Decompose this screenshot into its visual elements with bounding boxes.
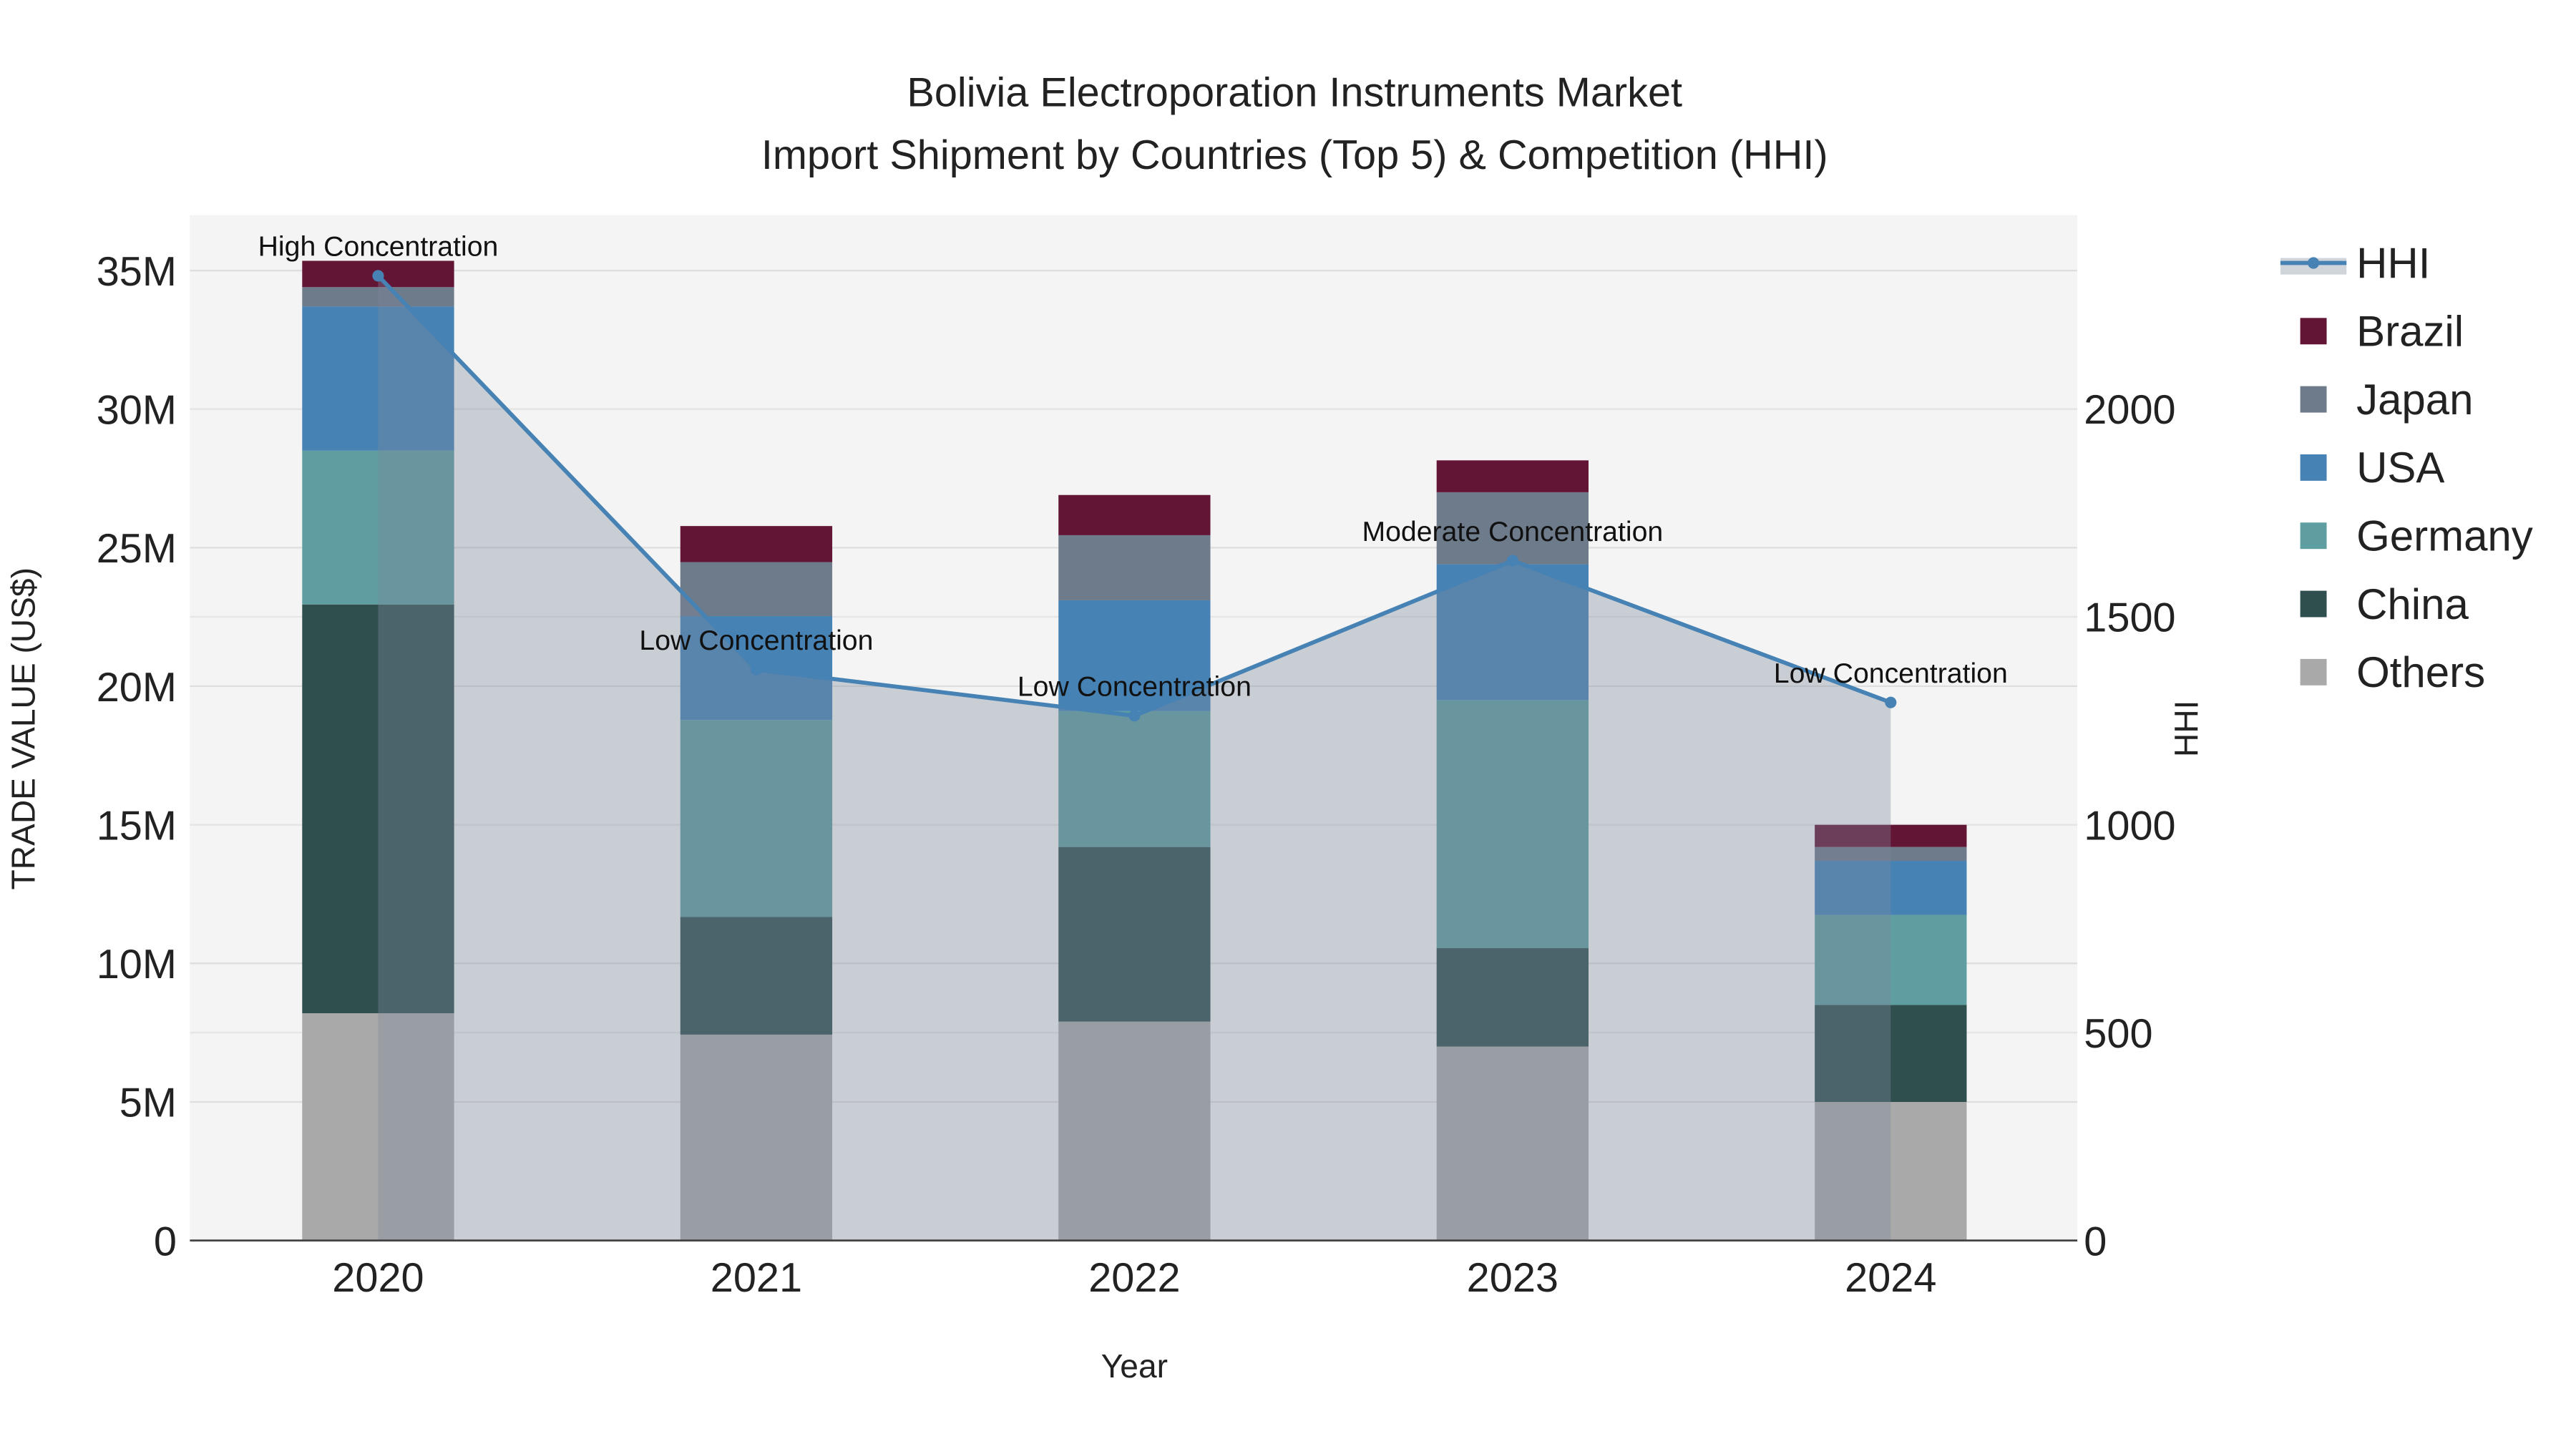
bar-china-2024 [1815,1005,1967,1102]
y2-tick-label: 2000 [2084,387,2175,433]
hhi-area [378,275,1891,1241]
bar-germany-2021 [680,720,833,917]
bar-usa-2022 [1058,600,1211,711]
x-tick-label: 2022 [1088,1255,1180,1301]
bar-china-2021 [680,917,833,1035]
bar-germany-2022 [1058,711,1211,847]
hhi-annotation: Moderate Concentration [1362,516,1663,547]
bar-usa-2024 [1815,861,1967,915]
legend-label-brazil: Brazil [2356,308,2464,356]
hhi-point-2024 [1885,696,1897,708]
bar-others-2024 [1815,1101,1967,1241]
legend: HHI Brazil Japan USA Germany China Others [2280,239,2533,696]
bar-brazil-2024 [1815,824,1967,847]
x-tick-label: 2020 [332,1255,424,1301]
x-tick-label: 2024 [1845,1255,1936,1301]
y-tick-label: 0 [154,1219,177,1264]
y2-tick-label: 1500 [2084,595,2175,641]
legend-swatch-usa [2300,454,2327,481]
bar-japan-2022 [1058,535,1211,600]
legend-label-japan: Japan [2356,376,2473,424]
y2-axis-title: HHI [2168,701,2205,757]
legend-swatch-china [2300,590,2327,618]
y2-tick-label: 1000 [2084,803,2175,849]
y-tick-label: 35M [97,249,177,295]
bar-brazil-2022 [1058,494,1211,535]
chart-subtitle: Import Shipment by Countries (Top 5) & C… [761,132,1828,178]
hhi-series: High Concentration Low Concentration Low C… [258,231,2008,1241]
bar-china-2020 [302,604,454,1014]
bars [302,260,1967,1241]
y-axis-title: TRADE VALUE (US$) [4,567,42,889]
bar-germany-2023 [1436,700,1589,949]
y-tick-label: 25M [97,526,177,572]
bar-others-2022 [1058,1021,1211,1241]
chart-title: Bolivia Electroporation Instruments Mark… [907,69,1682,115]
legend-swatch-germany [2300,522,2327,550]
hhi-annotation: Low Concentration [1018,671,1252,703]
hhi-point-2022 [1128,710,1141,722]
hhi-point-2023 [1506,555,1518,567]
y-tick-label: 30M [97,387,177,433]
hhi-point-2020 [372,270,384,282]
legend-marker-hhi [2308,257,2320,269]
ticks: 0 5M 10M 15M 20M 25M 30M 35M 0 500 1000 1500 2000 202… [97,249,2176,1301]
hhi-point-2021 [750,663,762,675]
bar-others-2020 [302,1013,454,1241]
bar-japan-2024 [1815,847,1967,862]
legend-swatch-japan [2300,386,2327,413]
bar-usa-2023 [1436,564,1589,701]
legend-label-usa: USA [2356,444,2444,492]
y-tick-label: 15M [97,803,177,849]
bar-brazil-2021 [680,526,833,562]
bar-others-2023 [1436,1046,1589,1241]
bar-japan-2021 [680,562,833,617]
x-tick-label: 2023 [1467,1255,1558,1301]
x-tick-label: 2021 [711,1255,802,1301]
legend-swatch-others [2300,658,2327,686]
bar-japan-2020 [302,287,454,307]
bar-others-2021 [680,1034,833,1241]
y-tick-label: 20M [97,665,177,711]
legend-swatch-brazil [2300,318,2327,345]
legend-label-hhi: HHI [2356,239,2430,287]
hhi-annotation: High Concentration [258,231,499,263]
y2-tick-label: 500 [2084,1011,2152,1057]
bar-china-2022 [1058,847,1211,1022]
y2-tick-label: 0 [2084,1219,2107,1264]
legend-label-china: China [2356,580,2469,628]
legend-label-others: Others [2356,648,2485,696]
x-axis-title: Year [1101,1347,1168,1385]
bar-germany-2020 [302,450,454,605]
legend-label-germany: Germany [2356,512,2533,560]
y-tick-label: 10M [97,942,177,987]
bar-china-2023 [1436,948,1589,1047]
bar-brazil-2023 [1436,460,1589,492]
bar-germany-2024 [1815,914,1967,1005]
hhi-annotation: Low Concentration [639,625,873,656]
y-tick-label: 5M [119,1080,177,1126]
hhi-annotation: Low Concentration [1774,658,2008,689]
bar-japan-2023 [1436,492,1589,565]
